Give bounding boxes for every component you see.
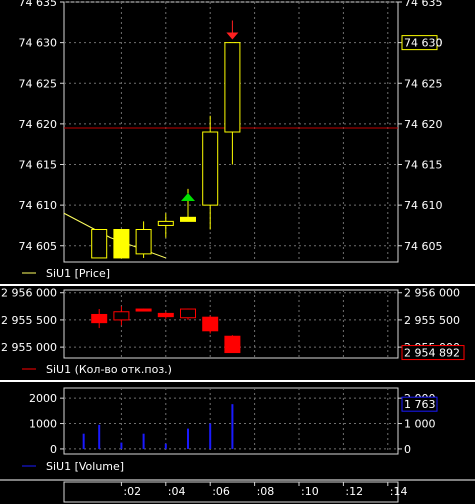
y-tick-label-right: 0 (404, 443, 411, 456)
candle-body (180, 308, 196, 319)
last-value-badge (401, 396, 438, 412)
legend-label: SiU1 [Volume] (46, 460, 124, 473)
y-tick-label-left: 74 615 (19, 159, 58, 172)
candle-body (135, 229, 152, 255)
time-tick-label: :06 (212, 485, 230, 498)
candle-body (202, 131, 219, 206)
last-value-label: 1 763 (404, 398, 436, 411)
candle-body (135, 308, 152, 312)
candle-body (113, 311, 130, 321)
last-value-badge (401, 345, 465, 361)
y-tick-label-left: 74 625 (19, 77, 58, 90)
legend-label: SiU1 (Кол-во отк.поз.) (46, 363, 172, 376)
plot-frame-open-interest (63, 289, 399, 359)
candle-body (91, 229, 108, 259)
time-tick-label: :04 (168, 485, 186, 498)
last-value-label: 74 630 (404, 37, 443, 50)
y-tick-label-left: 2 955 500 (1, 314, 57, 327)
time-tick-label: :12 (345, 485, 363, 498)
y-tick-label-left: 0 (50, 443, 57, 456)
y-tick-label-left: 2 955 000 (1, 341, 57, 354)
time-axis-frame (63, 481, 399, 503)
y-tick-label-left: 74 635 (19, 0, 58, 9)
y-tick-label-right: 2 955 500 (404, 314, 460, 327)
candle-body (157, 312, 174, 318)
y-tick-label-right: 74 610 (404, 199, 443, 212)
last-value-label: 2 954 892 (404, 347, 460, 360)
y-tick-label-right: 2 956 000 (404, 287, 460, 300)
y-tick-label-left: 74 605 (19, 240, 58, 253)
time-tick-label: :02 (123, 485, 141, 498)
y-tick-label-right: 74 605 (404, 240, 443, 253)
y-tick-label-right: 74 615 (404, 159, 443, 172)
y-tick-label-right: 74 620 (404, 118, 443, 131)
time-tick-label: :14 (390, 485, 408, 498)
buy-arrow-icon (181, 193, 195, 201)
time-tick-label: :10 (301, 485, 319, 498)
last-value-badge (401, 35, 438, 51)
y-tick-label-left: 1000 (29, 418, 57, 431)
y-tick-label-left: 2000 (29, 392, 57, 405)
plot-frame-volume (63, 387, 399, 455)
y-tick-label-right: 74 635 (404, 0, 443, 9)
candle-body (180, 216, 196, 222)
sell-arrow-icon (226, 32, 239, 40)
candle-body (113, 229, 130, 259)
time-tick-label: :08 (257, 485, 275, 498)
y-tick-label-left: 2 956 000 (1, 287, 57, 300)
y-tick-label-left: 74 630 (19, 37, 58, 50)
candle-body (91, 313, 108, 324)
candle-body (224, 335, 241, 354)
y-tick-label-right: 74 625 (404, 77, 443, 90)
y-tick-label-left: 74 620 (19, 118, 58, 131)
legend-label: SiU1 [Price] (46, 267, 110, 280)
candle-body (157, 220, 174, 226)
candle-body (202, 316, 219, 332)
y-tick-label-left: 74 610 (19, 199, 58, 212)
candle-body (224, 42, 241, 133)
y-tick-label-right: 1 000 (404, 418, 436, 431)
